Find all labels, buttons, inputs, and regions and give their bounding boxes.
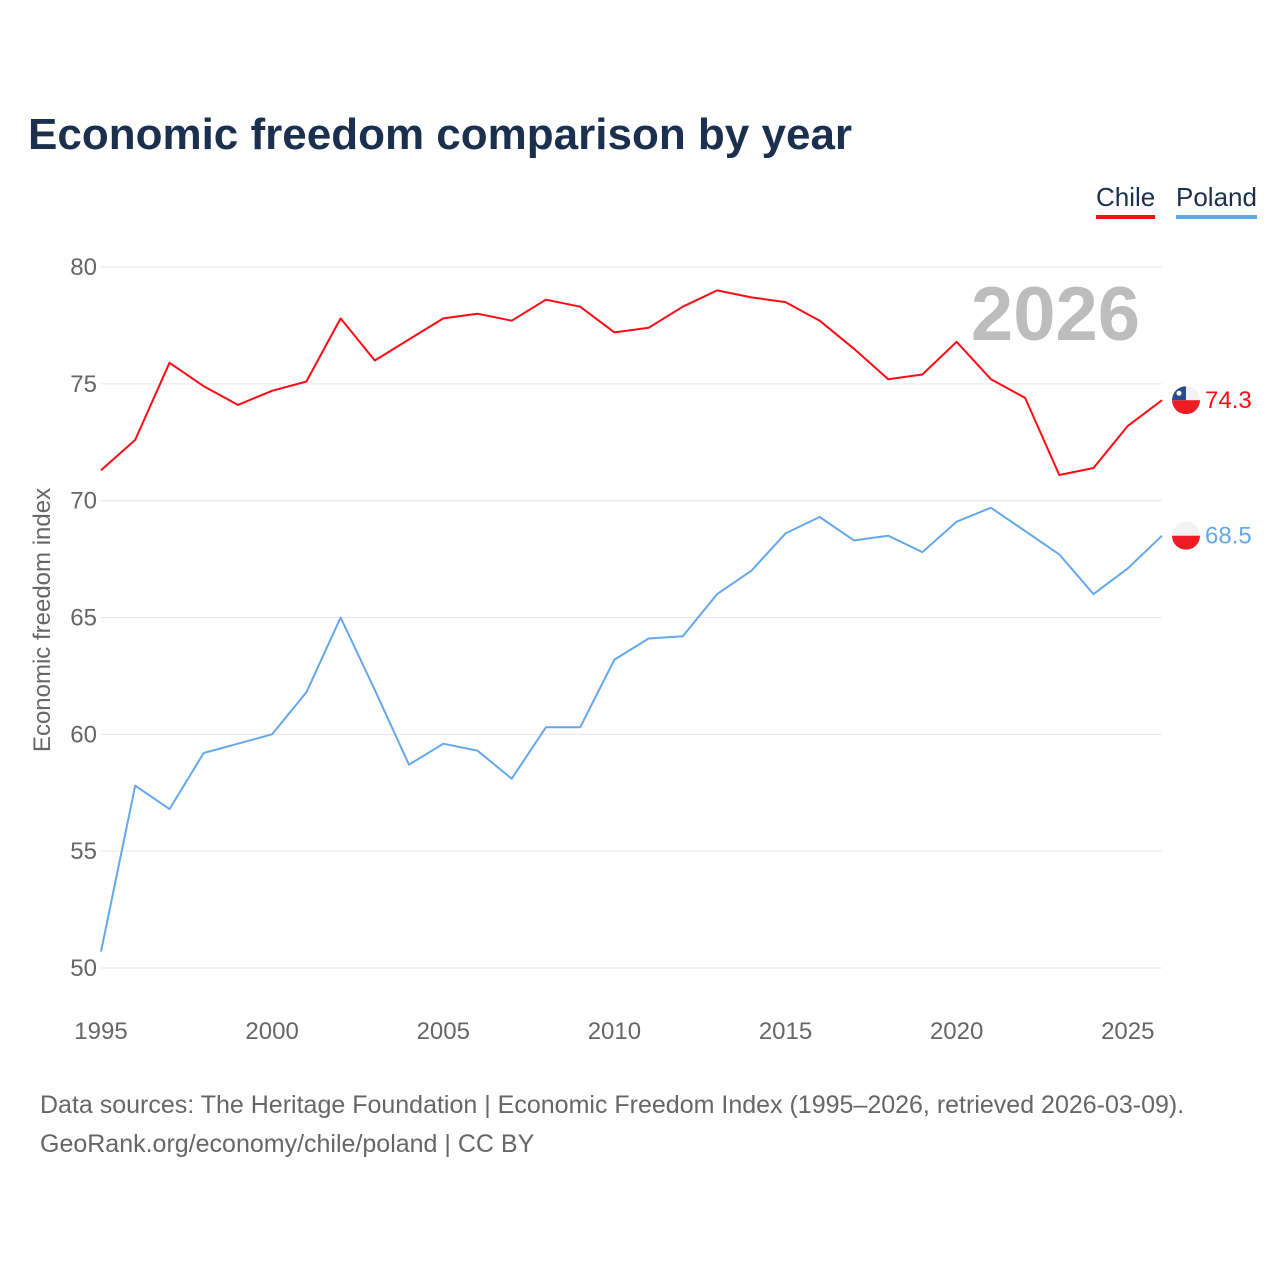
legend-item-poland[interactable]: Poland xyxy=(1176,182,1257,219)
legend-item-chile[interactable]: Chile xyxy=(1096,182,1156,219)
y-tick-label: 60 xyxy=(70,721,97,748)
y-tick-label: 80 xyxy=(70,254,97,281)
data-point xyxy=(647,637,651,641)
data-point xyxy=(441,742,445,746)
data-point xyxy=(578,305,582,309)
flag-top xyxy=(1172,521,1200,536)
data-point xyxy=(612,658,616,662)
data-point xyxy=(920,372,924,376)
x-tick-label: 2020 xyxy=(930,1018,983,1045)
data-point xyxy=(133,438,137,442)
data-point xyxy=(681,634,685,638)
y-axis-label: Economic freedom index xyxy=(29,488,56,752)
data-point xyxy=(1057,473,1061,477)
data-point xyxy=(304,690,308,694)
data-point xyxy=(339,616,343,620)
data-point xyxy=(578,725,582,729)
data-point xyxy=(681,305,685,309)
data-point xyxy=(167,361,171,365)
data-point xyxy=(202,384,206,388)
data-point xyxy=(441,316,445,320)
data-point xyxy=(339,316,343,320)
series-line-chile xyxy=(100,289,1163,476)
series-line-poland xyxy=(100,506,1163,952)
data-point xyxy=(510,319,514,323)
data-point xyxy=(886,534,890,538)
data-point xyxy=(1057,552,1061,556)
data-point xyxy=(1126,566,1130,570)
data-point xyxy=(1160,398,1164,402)
data-point xyxy=(1126,424,1130,428)
data-point xyxy=(715,592,719,596)
flag-bottom xyxy=(1172,400,1200,415)
data-point xyxy=(715,288,719,292)
y-tick-label: 55 xyxy=(70,838,97,865)
y-tick-label: 50 xyxy=(70,955,97,982)
data-point xyxy=(304,379,308,383)
data-point xyxy=(749,569,753,573)
y-tick-label: 75 xyxy=(70,371,97,398)
data-point xyxy=(784,531,788,535)
end-value-label-poland: 68.5 xyxy=(1205,523,1252,550)
data-point xyxy=(373,358,377,362)
data-point xyxy=(202,751,206,755)
data-point xyxy=(373,688,377,692)
data-point xyxy=(955,340,959,344)
footer-sources: Data sources: The Heritage Foundation | … xyxy=(40,1091,1185,1119)
x-tick-label: 2010 xyxy=(588,1018,641,1045)
data-point xyxy=(99,468,103,472)
data-point xyxy=(989,377,993,381)
data-point xyxy=(236,403,240,407)
year-watermark: 2026 xyxy=(971,272,1140,357)
x-tick-label: 2000 xyxy=(245,1018,298,1045)
data-point xyxy=(1023,396,1027,400)
data-point xyxy=(99,950,103,954)
data-point xyxy=(1092,592,1096,596)
data-point xyxy=(647,326,651,330)
footer: Data sources: The Heritage Foundation | … xyxy=(40,1086,1184,1164)
x-tick-label: 2025 xyxy=(1101,1018,1154,1045)
data-point xyxy=(407,337,411,341)
y-tick-label: 65 xyxy=(70,605,97,632)
data-point xyxy=(852,538,856,542)
flag-bottom xyxy=(1172,535,1200,550)
x-tick-label: 1995 xyxy=(74,1018,127,1045)
data-point xyxy=(920,550,924,554)
flag-chile-icon xyxy=(1172,386,1200,415)
data-point xyxy=(852,347,856,351)
x-tick-label: 2005 xyxy=(417,1018,470,1045)
data-point xyxy=(475,312,479,316)
data-point xyxy=(407,763,411,767)
flag-body xyxy=(1172,386,1200,415)
data-point xyxy=(236,742,240,746)
data-point xyxy=(1023,529,1027,533)
flag-body xyxy=(1172,521,1200,550)
data-point xyxy=(133,784,137,788)
data-point xyxy=(544,725,548,729)
chart-title: Economic freedom comparison by year xyxy=(28,110,853,159)
data-point xyxy=(784,300,788,304)
data-point xyxy=(510,777,514,781)
data-point xyxy=(749,295,753,299)
data-point xyxy=(270,389,274,393)
data-point xyxy=(475,749,479,753)
data-point xyxy=(167,807,171,811)
end-value-label-chile: 74.3 xyxy=(1205,387,1252,414)
data-point xyxy=(818,515,822,519)
x-tick-label: 2015 xyxy=(759,1018,812,1045)
data-point xyxy=(270,732,274,736)
data-point xyxy=(955,520,959,524)
data-point xyxy=(1092,466,1096,470)
footer-credit[interactable]: GeoRank.org/economy/chile/poland | CC BY xyxy=(40,1130,535,1158)
data-point xyxy=(886,377,890,381)
flag-poland-icon xyxy=(1172,521,1200,550)
data-point xyxy=(612,330,616,334)
flag-star xyxy=(1176,390,1182,396)
data-point xyxy=(818,319,822,323)
data-point xyxy=(544,298,548,302)
y-tick-label: 70 xyxy=(70,488,97,515)
data-point xyxy=(1160,534,1164,538)
data-point xyxy=(989,506,993,510)
